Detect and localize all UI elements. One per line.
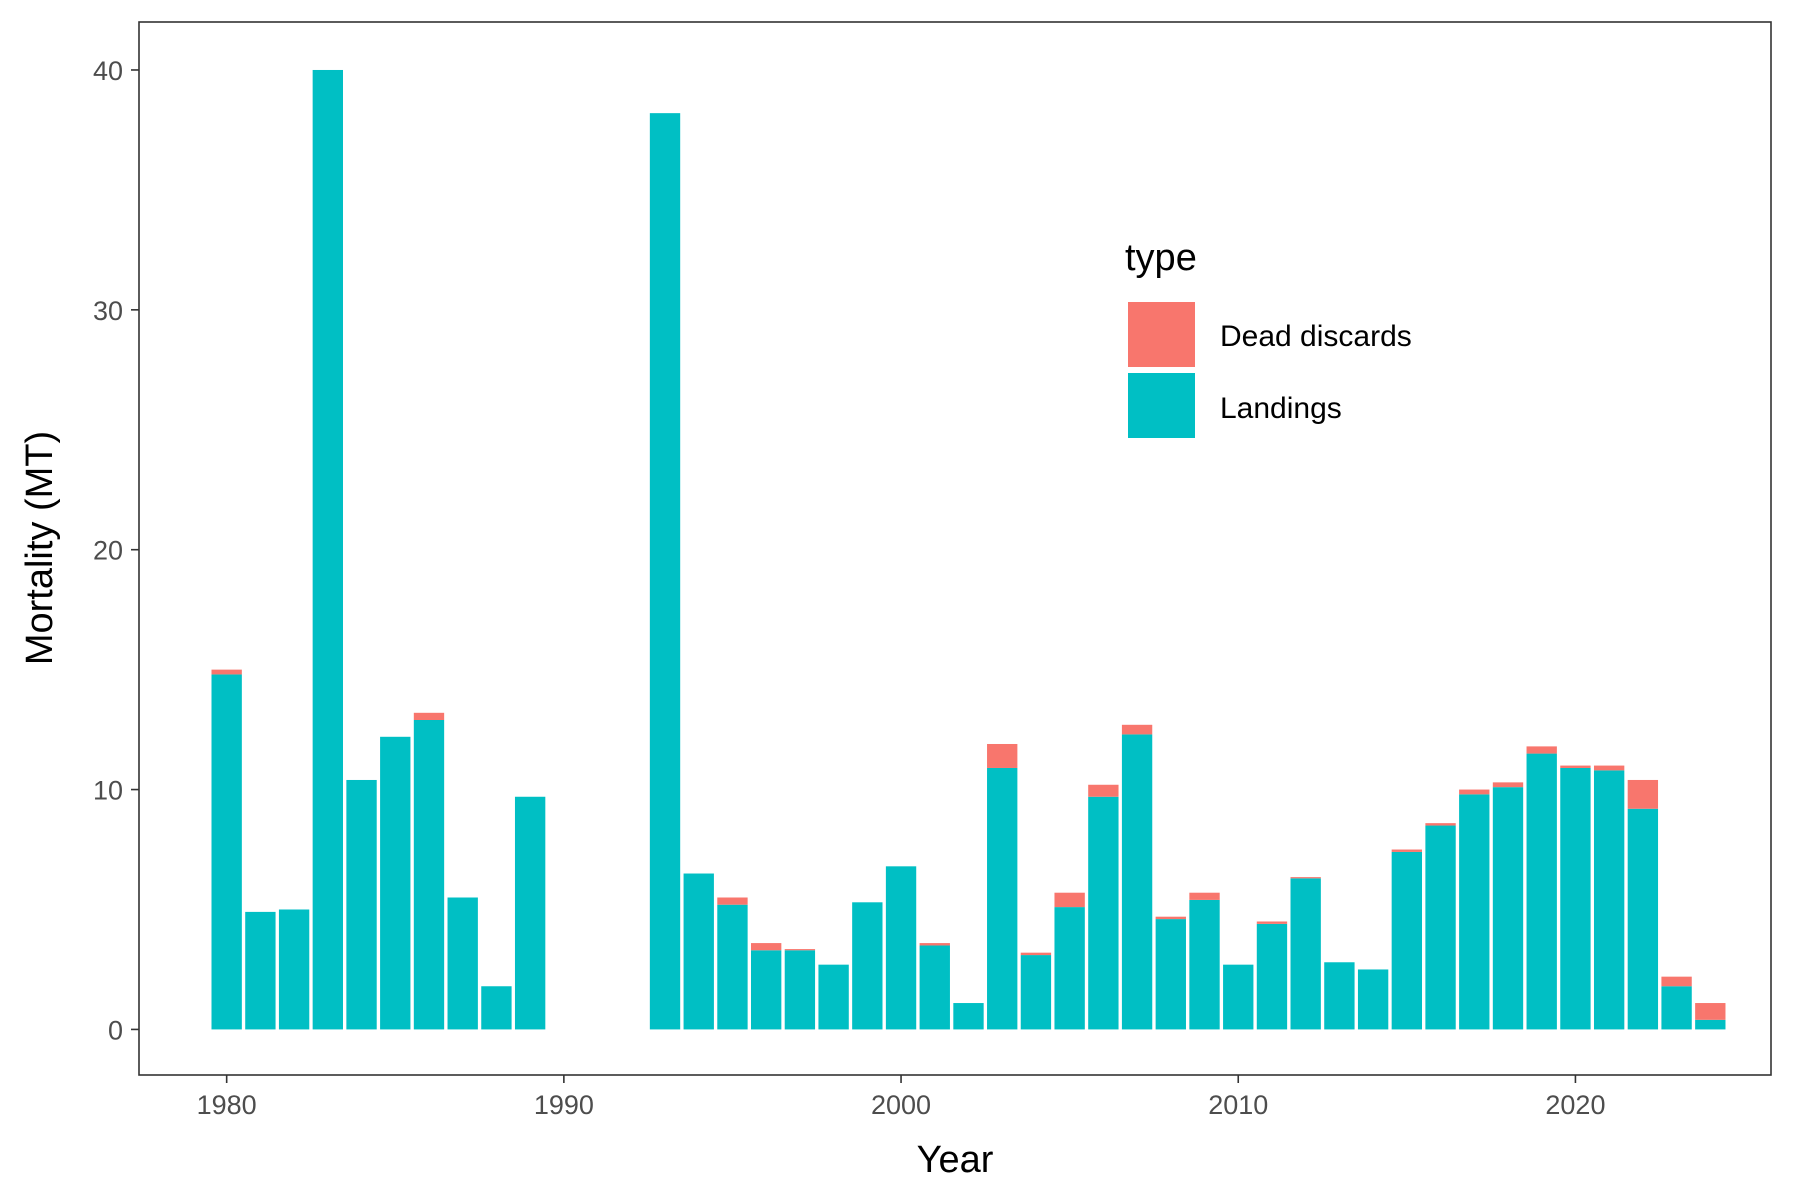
bar-landings-1982 <box>278 909 310 1030</box>
bar-landings-2022 <box>1627 808 1659 1030</box>
bar-landings-2024 <box>1695 1019 1726 1030</box>
bar-landings-2007 <box>1121 734 1153 1030</box>
legend-title: type <box>1125 237 1197 279</box>
bar-dead-discards-1986 <box>413 712 445 721</box>
bar-landings-2001 <box>919 945 950 1030</box>
bar-landings-2009 <box>1189 899 1220 1030</box>
bar-dead-discards-2019 <box>1526 746 1557 754</box>
bar-landings-2004 <box>1020 955 1052 1030</box>
bar-landings-1981 <box>245 911 276 1030</box>
bar-dead-discards-2023 <box>1661 976 1692 987</box>
bar-dead-discards-2015 <box>1391 849 1423 852</box>
bar-landings-1999 <box>852 902 883 1030</box>
legend: type Dead discards Landings <box>1125 237 1412 438</box>
x-axis-title: Year <box>917 1139 994 1181</box>
bar-dead-discards-2021 <box>1593 765 1625 771</box>
bar-dead-discards-2016 <box>1425 823 1456 826</box>
bar-landings-1980 <box>211 674 242 1030</box>
bar-dead-discards-2024 <box>1695 1003 1726 1020</box>
bar-landings-2019 <box>1526 753 1557 1030</box>
bar-landings-2008 <box>1155 919 1186 1030</box>
bar-landings-2020 <box>1560 767 1591 1030</box>
bar-dead-discards-1995 <box>717 897 748 905</box>
bars-layer <box>211 69 1726 1030</box>
x-tick-label-1990: 1990 <box>534 1090 594 1120</box>
bar-dead-discards-1980 <box>211 669 242 675</box>
x-axis: 1980 1990 2000 2010 2020 <box>197 1075 1605 1120</box>
bar-landings-1996 <box>751 950 782 1030</box>
bar-dead-discards-2008 <box>1155 916 1186 920</box>
y-tick-label-0: 0 <box>108 1015 123 1045</box>
bar-dead-discards-2001 <box>919 943 950 946</box>
bar-landings-2018 <box>1492 787 1524 1030</box>
y-axis: 0 10 20 30 40 <box>93 56 139 1045</box>
bar-landings-2002 <box>953 1003 984 1030</box>
bar-dead-discards-2004 <box>1020 952 1052 956</box>
y-axis-title: Mortality (MT) <box>19 431 61 665</box>
bar-landings-2014 <box>1357 969 1389 1030</box>
bar-landings-2016 <box>1425 825 1456 1030</box>
x-tick-label-2000: 2000 <box>871 1090 931 1120</box>
x-tick-label-2010: 2010 <box>1208 1090 1268 1120</box>
bar-dead-discards-2017 <box>1459 789 1490 795</box>
bar-dead-discards-2006 <box>1088 784 1119 797</box>
bar-dead-discards-2012 <box>1290 877 1321 879</box>
y-tick-label-40: 40 <box>93 56 123 86</box>
bar-landings-1997 <box>784 950 816 1030</box>
bar-landings-2003 <box>987 767 1018 1030</box>
bar-dead-discards-2022 <box>1627 779 1659 809</box>
bar-dead-discards-2009 <box>1189 892 1220 900</box>
legend-label-dead-discards: Dead discards <box>1220 320 1412 353</box>
x-tick-label-1980: 1980 <box>197 1090 257 1120</box>
y-tick-label-30: 30 <box>93 296 123 326</box>
bar-dead-discards-1996 <box>751 943 782 951</box>
bar-landings-1995 <box>717 904 748 1030</box>
bar-landings-1994 <box>683 873 714 1030</box>
bar-dead-discards-2003 <box>987 743 1018 768</box>
bar-landings-2015 <box>1391 851 1423 1030</box>
bar-landings-1989 <box>514 796 546 1030</box>
bar-dead-discards-2005 <box>1054 892 1085 908</box>
bar-landings-1987 <box>447 897 478 1030</box>
bar-landings-2013 <box>1324 962 1355 1030</box>
bar-dead-discards-2007 <box>1121 724 1153 735</box>
bar-landings-1988 <box>481 986 512 1030</box>
bar-landings-2005 <box>1054 907 1085 1030</box>
bar-landings-2000 <box>885 866 917 1030</box>
bar-dead-discards-2020 <box>1560 765 1591 768</box>
bar-landings-2006 <box>1088 796 1119 1030</box>
bar-landings-2012 <box>1290 878 1321 1030</box>
bar-landings-1983 <box>312 69 343 1030</box>
bar-dead-discards-1997 <box>784 949 816 951</box>
bar-landings-2023 <box>1661 986 1692 1030</box>
bar-landings-2017 <box>1459 794 1490 1030</box>
bar-landings-1993 <box>649 113 681 1030</box>
bar-landings-1998 <box>818 964 849 1030</box>
legend-key-dead-discards <box>1128 302 1195 367</box>
bar-dead-discards-2018 <box>1492 782 1524 788</box>
legend-key-landings <box>1128 373 1195 438</box>
bar-landings-1985 <box>380 736 411 1030</box>
plot-panel-border <box>138 21 1772 1076</box>
bar-dead-discards-2011 <box>1256 921 1288 924</box>
legend-label-landings: Landings <box>1220 392 1342 425</box>
bar-landings-2010 <box>1223 964 1254 1030</box>
bar-landings-1984 <box>346 779 377 1030</box>
y-tick-label-20: 20 <box>93 536 123 566</box>
x-tick-label-2020: 2020 <box>1545 1090 1605 1120</box>
bar-landings-2021 <box>1593 770 1625 1030</box>
y-tick-label-10: 10 <box>93 776 123 806</box>
bar-landings-2011 <box>1256 923 1288 1030</box>
bar-landings-1986 <box>413 720 445 1030</box>
